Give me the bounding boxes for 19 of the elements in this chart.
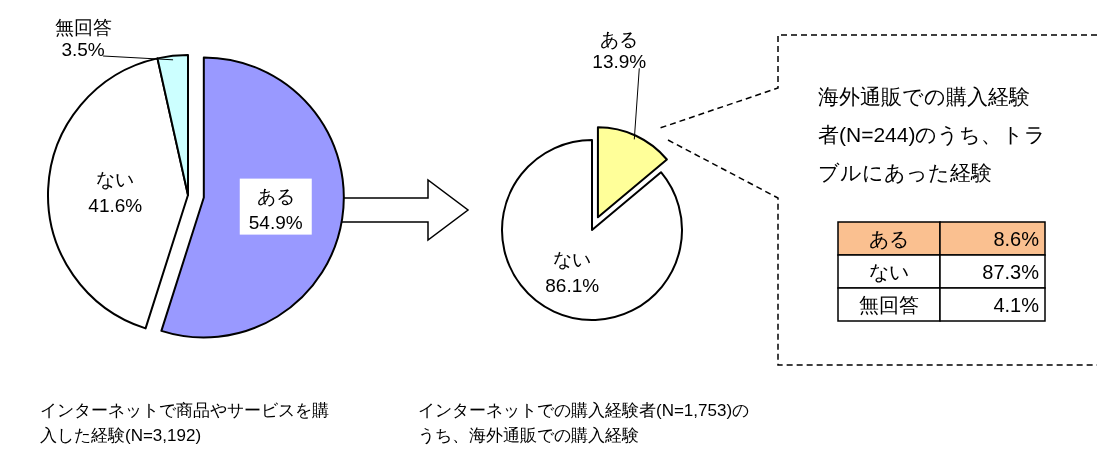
label: 無回答 (859, 294, 919, 316)
value: 87.3% (982, 261, 1039, 283)
value: 4.1% (993, 294, 1039, 316)
value: 8.6% (993, 228, 1039, 250)
label: ある (256, 185, 295, 207)
value: 86.1% (545, 275, 600, 297)
label: ない (869, 261, 909, 283)
value: 13.9% (592, 51, 647, 73)
label: ある (600, 29, 639, 51)
label: ない (96, 168, 135, 190)
label: ない (553, 249, 592, 271)
value: 3.5% (61, 39, 105, 60)
label: 無回答 (54, 17, 112, 38)
label: ある (869, 228, 909, 250)
text: インターネットでの購入経験者(N=1,753)のうち、海外通販での購入経験 (418, 400, 751, 447)
value: 41.6% (88, 194, 143, 216)
text: インターネットで商品やサービスを購入した経験(N=3,192) (40, 400, 330, 447)
value: 54.9% (248, 211, 303, 233)
text: 海外通販での購入経験者(N=244)のうち、トラブルにあった経験 (818, 84, 1048, 186)
